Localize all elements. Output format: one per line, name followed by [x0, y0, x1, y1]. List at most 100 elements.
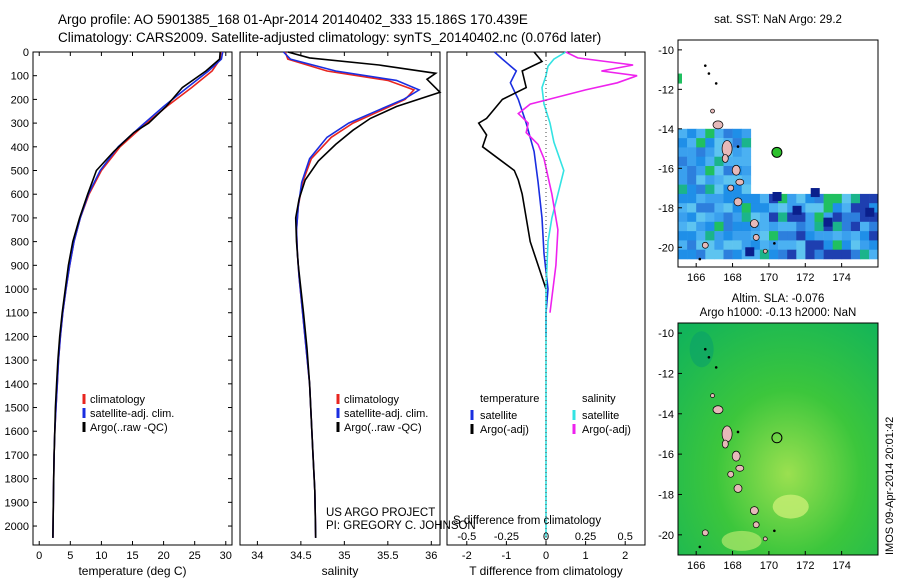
y-tick-label: 1200 [5, 331, 29, 343]
islet-dot [707, 355, 711, 359]
y-tick-label: 300 [11, 118, 29, 130]
sst-cell [705, 231, 715, 241]
sst-cell [741, 193, 752, 204]
y-tick-label: 1700 [5, 450, 29, 462]
sst-cell [687, 240, 697, 250]
sst-cell [723, 231, 733, 241]
sst-cell [805, 193, 815, 204]
sst-cell-dark [792, 205, 802, 215]
sst-cell [696, 231, 706, 241]
sst-cell [832, 212, 843, 223]
sst-cell [741, 175, 752, 185]
figure-title-line1: Argo profile: AO 5901385_168 01-Apr-2014… [58, 12, 528, 27]
sst-cell [823, 193, 833, 204]
sst-cell [696, 249, 706, 260]
islet-dot [714, 82, 718, 85]
x-tick-label-t: 0 [543, 550, 549, 562]
y-tick-label: 1400 [5, 379, 29, 391]
temperature-panel: 0100200300400500600700800900100011001200… [5, 47, 233, 578]
sst-cell [696, 221, 706, 232]
sst-cell [823, 240, 833, 250]
sst-cell [860, 212, 870, 223]
sst-cell [850, 240, 861, 250]
sst-cell [832, 221, 843, 232]
y-tick-label: 1900 [5, 497, 29, 509]
x-tick-label: 20 [157, 550, 169, 562]
island-shape [721, 439, 729, 449]
sst-cell [696, 147, 706, 157]
sst-cell [832, 249, 843, 260]
sst-cell [687, 231, 697, 241]
sst-cell [687, 212, 697, 223]
sst-cell [678, 203, 688, 213]
legend-label: satellite-adj. clim. [90, 408, 174, 420]
sst-cell [814, 212, 824, 223]
sst-cell [823, 249, 833, 260]
x-tick-label-s: -0.25 [494, 531, 519, 543]
x-axis-label: temperature (deg C) [78, 564, 186, 578]
y-tick-label: 900 [11, 260, 29, 272]
map-frame [677, 322, 879, 556]
sst-cell [732, 147, 742, 157]
sla-map-panel: 166 168 170 172 174 -10 -12 -14 -16 -18 -20 Altim. … [658, 293, 879, 572]
sst-cell [787, 249, 797, 260]
island-shape [710, 393, 715, 398]
legend-label: satellite [480, 410, 517, 422]
map-y-tick-label: -16 [658, 449, 674, 461]
sst-cell [832, 203, 843, 213]
sst-cell-dark [823, 217, 833, 227]
figure-title-line2: Climatology: CARS2009. Satellite-adjuste… [58, 30, 602, 45]
sst-cell [696, 240, 706, 250]
sst-cell [805, 212, 815, 223]
sst-cell [732, 212, 742, 223]
sst-cell [741, 221, 752, 232]
sst-cell [841, 221, 852, 232]
sst-cell [814, 193, 824, 204]
series-line-climatology [284, 51, 416, 538]
sst-map-panel: 166 168 170 172 174 -10 -12 -14 -16 -18 -20 sat. SS… [658, 14, 879, 284]
island-shape [733, 197, 743, 207]
sst-cell [705, 156, 715, 167]
legend-title-temperature: temperature [480, 393, 539, 405]
sst-cell [723, 221, 733, 232]
sst-cell [696, 156, 706, 167]
sst-cell [687, 166, 697, 176]
sst-cell [696, 184, 706, 195]
sst-cell [805, 240, 815, 250]
sst-cell-dark [810, 188, 820, 198]
sst-cell [769, 203, 779, 213]
islet-dot [773, 242, 776, 245]
sst-cell [823, 231, 833, 241]
sst-cell [778, 221, 788, 232]
map-y-tick-label: -14 [658, 124, 674, 136]
legend-label: Argo(..raw -QC) [344, 422, 422, 434]
sst-cell [714, 221, 724, 232]
sst-cell [769, 221, 779, 232]
sst-cell [805, 231, 815, 241]
sst-cell [705, 212, 715, 223]
sst-cell [850, 203, 861, 213]
islet-dot [736, 430, 740, 434]
island-shape [712, 120, 724, 130]
x-tick-label-s: -0.5 [457, 531, 476, 543]
sst-cell [832, 240, 843, 250]
salinity-panel: 34 34.5 35 35.5 36 salinity climatology satelli… [239, 51, 442, 578]
islet-dot [703, 64, 707, 67]
sst-cell [741, 231, 752, 241]
sst-cell [723, 193, 733, 204]
island-shape [762, 248, 768, 254]
sst-cell [714, 156, 724, 167]
sst-cell [860, 221, 870, 232]
sst-cell [814, 249, 824, 260]
sst-cell [796, 221, 806, 232]
sst-cell [732, 203, 742, 213]
island-shape [727, 470, 735, 478]
x-tick-label-t: 2 [622, 550, 628, 562]
island-shape [721, 154, 729, 163]
sst-cell [723, 249, 733, 260]
island-shape [721, 425, 733, 443]
sst-cell-dark [865, 207, 875, 217]
legend-label: Argo(-adj) [582, 424, 631, 436]
sst-cell [787, 203, 797, 213]
x-tick-label: 35 [338, 550, 350, 562]
